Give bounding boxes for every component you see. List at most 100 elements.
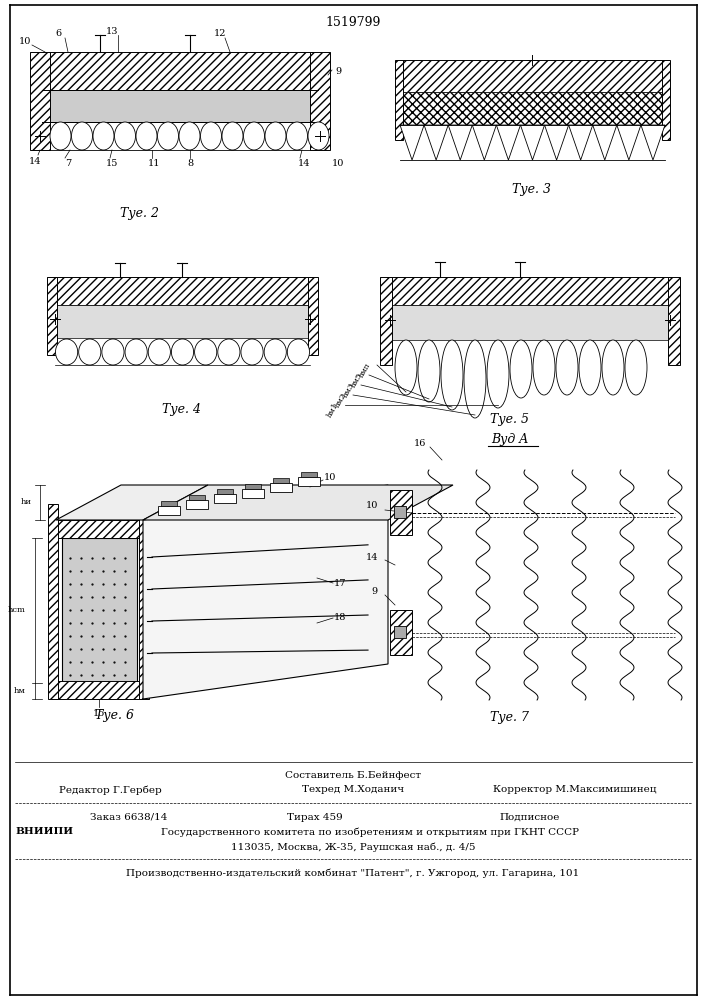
Ellipse shape	[71, 122, 93, 150]
Text: ВНИИПИ: ВНИИПИ	[15, 828, 73, 836]
Text: 1519799: 1519799	[325, 16, 380, 29]
Bar	[308, 277, 318, 355]
Bar	[400, 60, 665, 92]
Text: 15: 15	[93, 708, 105, 718]
Polygon shape	[400, 125, 424, 160]
Text: 113035, Москва, Ж-35, Раушская наб., д. 4/5: 113035, Москва, Ж-35, Раушская наб., д. …	[230, 842, 475, 852]
Text: 9: 9	[335, 68, 341, 77]
Bar	[48, 504, 58, 699]
Ellipse shape	[171, 339, 194, 365]
Bar	[30, 52, 50, 150]
Polygon shape	[273, 478, 289, 483]
Text: Вуд A: Вуд A	[491, 434, 529, 446]
Ellipse shape	[286, 122, 308, 150]
Text: Заказ 6638/14: Заказ 6638/14	[90, 812, 168, 822]
Text: hм1: hм1	[326, 401, 340, 419]
Text: Техред М.Ходанич: Техред М.Ходанич	[302, 786, 404, 794]
Ellipse shape	[136, 122, 157, 150]
Polygon shape	[520, 125, 544, 160]
Polygon shape	[448, 125, 472, 160]
Polygon shape	[161, 501, 177, 506]
Text: hм3: hм3	[341, 381, 356, 399]
Text: Производственно-издательский комбинат "Патент", г. Ужгород, ул. Гагарина, 101: Производственно-издательский комбинат "П…	[127, 868, 580, 878]
Polygon shape	[217, 489, 233, 494]
Bar	[47, 277, 57, 355]
Text: 15: 15	[106, 159, 118, 168]
Text: 11: 11	[148, 159, 160, 168]
Polygon shape	[496, 125, 520, 160]
Bar	[55, 305, 310, 333]
Ellipse shape	[418, 340, 440, 402]
Text: Составитель Б.Бейнфест: Составитель Б.Бейнфест	[285, 770, 421, 780]
Text: Τуе. 3: Τуе. 3	[513, 184, 551, 196]
Bar	[380, 277, 392, 365]
Bar	[390, 490, 412, 535]
Bar	[390, 305, 670, 335]
Text: Государственного комитета по изобретениям и открытиям при ГКНТ СССР: Государственного комитета по изобретения…	[161, 827, 579, 837]
Text: Τуе. 6: Τуе. 6	[95, 708, 134, 722]
Ellipse shape	[158, 122, 178, 150]
Polygon shape	[143, 485, 453, 520]
Polygon shape	[301, 472, 317, 477]
Text: Τуе. 7: Τуе. 7	[491, 710, 530, 724]
Bar	[55, 277, 310, 305]
Bar	[42, 52, 318, 90]
Text: 12: 12	[214, 29, 226, 38]
Bar	[668, 277, 680, 365]
Polygon shape	[245, 484, 261, 488]
Bar	[310, 52, 330, 150]
Text: 13: 13	[106, 26, 118, 35]
Bar	[56, 681, 143, 699]
Bar	[662, 60, 670, 140]
Text: Тирах 459: Тирах 459	[287, 812, 343, 822]
Ellipse shape	[625, 340, 647, 395]
Polygon shape	[544, 125, 568, 160]
Ellipse shape	[441, 340, 463, 410]
Ellipse shape	[308, 122, 329, 150]
Polygon shape	[143, 485, 388, 699]
Text: 6: 6	[55, 29, 61, 38]
Text: hмп: hмп	[358, 361, 373, 379]
Ellipse shape	[218, 339, 240, 365]
Text: Корректор М.Максимишинец: Корректор М.Максимишинец	[493, 786, 657, 794]
Bar	[390, 305, 670, 340]
Ellipse shape	[264, 339, 286, 365]
Text: 14: 14	[29, 157, 41, 166]
Text: Подписное: Подписное	[500, 812, 560, 822]
Text: 14: 14	[366, 552, 378, 562]
Ellipse shape	[287, 339, 310, 365]
Ellipse shape	[556, 340, 578, 395]
Polygon shape	[270, 483, 292, 492]
Polygon shape	[158, 506, 180, 515]
Polygon shape	[298, 477, 320, 486]
Polygon shape	[568, 125, 592, 160]
Text: 17: 17	[334, 578, 346, 587]
Ellipse shape	[222, 122, 243, 150]
Polygon shape	[56, 485, 208, 520]
Ellipse shape	[395, 340, 417, 395]
Polygon shape	[186, 500, 208, 509]
Text: 10: 10	[332, 159, 344, 168]
Ellipse shape	[56, 339, 78, 365]
Ellipse shape	[102, 339, 124, 365]
Text: 8: 8	[187, 159, 193, 168]
Bar	[139, 504, 149, 699]
Text: Τуе. 5: Τуе. 5	[491, 414, 530, 426]
Ellipse shape	[533, 340, 555, 395]
Text: Τуе. 4: Τуе. 4	[163, 402, 201, 416]
Ellipse shape	[243, 122, 264, 150]
Text: Τуе. 2: Τуе. 2	[120, 208, 160, 221]
Polygon shape	[189, 495, 205, 500]
Text: hи: hи	[21, 498, 32, 506]
Ellipse shape	[78, 339, 101, 365]
Ellipse shape	[194, 339, 217, 365]
Ellipse shape	[125, 339, 147, 365]
Polygon shape	[214, 494, 236, 503]
Polygon shape	[617, 125, 641, 160]
Polygon shape	[242, 488, 264, 497]
Bar	[395, 60, 403, 140]
Text: 9: 9	[372, 587, 378, 596]
Ellipse shape	[265, 122, 286, 150]
Bar	[62, 538, 137, 683]
Text: hcm: hcm	[8, 606, 26, 614]
